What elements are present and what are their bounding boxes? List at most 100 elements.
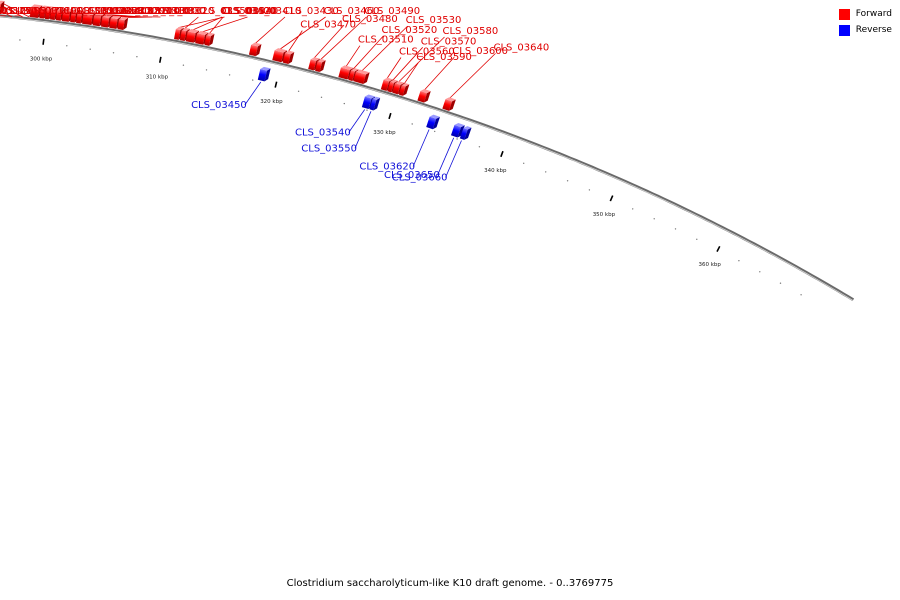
minor-tick [89,48,91,50]
gene-block[interactable] [426,114,440,130]
gene-block[interactable] [353,69,370,85]
leader-line [354,111,372,149]
gene-label[interactable]: CLS_03410 [246,6,302,17]
gene-label[interactable]: CLS_03270 [102,6,158,17]
gene-label[interactable]: CLS_03150 [0,6,38,17]
gene-label[interactable]: CLS_03510 [358,35,414,46]
gene-label[interactable]: CLS_03290 [116,6,172,17]
leader-line [287,30,303,52]
minor-tick [297,90,300,93]
minor-tick [566,180,569,182]
gene-label[interactable]: CLS_03330 [150,6,206,17]
minor-tick [66,45,68,47]
gene-label[interactable]: CLS_03400 [220,6,276,17]
minor-tick [228,74,231,76]
major-tick [388,112,392,120]
gene-block[interactable] [0,0,5,14]
leader-line [449,53,496,99]
gene-label[interactable]: CLS_03590 [416,52,472,63]
tick-label: 330 kbp [373,130,396,136]
gene-block[interactable] [398,82,410,96]
leader-line [208,16,224,34]
gene-block[interactable] [417,88,431,103]
gene-label[interactable]: CLS_03450 [191,100,247,111]
minor-tick [205,69,208,71]
leader-line [445,140,462,178]
gene-label[interactable]: CLS_03570 [421,36,477,47]
gene-label[interactable]: CLS_03300 [142,6,198,17]
gene-label[interactable]: CLS_03350 [196,6,252,17]
gene-label[interactable]: CLS_03180 [21,6,77,17]
gene-label[interactable]: CLS_03650 [384,170,440,181]
leader-line [313,24,345,59]
leader-line [191,16,223,31]
minor-tick [19,39,21,41]
forward-swatch [838,8,850,20]
gene-label[interactable]: CLS_03200 [63,6,119,17]
gene-label[interactable]: CLS_03340 [223,6,279,17]
gene-block[interactable] [459,125,472,141]
gene-label[interactable]: CLS_03280 [124,6,180,17]
gene-label[interactable]: CLS_03640 [494,42,550,53]
gene-block[interactable] [117,16,129,30]
leader-line [0,4,23,18]
gene-label[interactable]: CLS_03120 [0,6,32,17]
gene-block[interactable] [204,32,215,46]
minor-tick [523,162,525,164]
gene-label[interactable]: CLS_03560 [399,47,455,58]
backbone-highlight [0,16,854,301]
gene-label[interactable]: CLS_03420 [221,6,277,17]
gene-label[interactable]: CLS_03600 [452,46,508,57]
gene-block[interactable] [248,42,262,57]
gene-label[interactable]: CLS_03490 [364,6,420,17]
gene-label[interactable]: CLS_03260 [95,6,151,17]
minor-tick [112,52,115,54]
gene-block[interactable] [442,96,456,111]
gene-block[interactable] [369,96,381,111]
reverse-swatch [838,24,850,36]
minor-tick [343,102,345,105]
gene-label[interactable]: CLS_03160 [0,6,51,17]
leader-line [348,109,366,133]
gene-block[interactable] [282,50,295,65]
gene-label[interactable]: CLS_03460 [324,6,380,17]
gene-label[interactable]: CLS_03240 [82,6,138,17]
leader-line [361,25,408,72]
gene-label[interactable]: CLS_03210 [71,6,127,17]
tick-label: 340 kbp [484,168,507,174]
gene-label[interactable]: CLS_03550 [301,143,357,154]
gene-label[interactable]: CLS_03540 [295,128,351,139]
gene-label[interactable]: CLS_03090 [0,6,3,17]
gene-block[interactable] [257,66,271,82]
gene-label[interactable]: CLS_03220 [76,6,132,17]
gene-label[interactable]: CLS_03310 [134,6,190,17]
minor-tick [182,64,185,66]
leader-line [320,16,367,61]
gene-label[interactable]: CLS_03660 [392,173,448,184]
minor-tick [320,96,323,99]
gene-label[interactable]: CLS_03100 [0,6,8,17]
tick-label: 320 kbp [260,99,283,105]
tick-label: 310 kbp [146,75,169,81]
gene-label[interactable]: CLS_03580 [443,26,499,37]
gene-label[interactable]: CLS_03470 [300,20,356,31]
leader-line [114,16,161,18]
leader-line [201,16,248,33]
gene-label[interactable]: CLS_03320 [159,6,215,17]
gene-label[interactable]: CLS_03530 [406,15,462,26]
gene-label[interactable]: CLS_03620 [359,162,415,173]
gene-block[interactable] [450,122,465,138]
minor-tick [653,218,655,220]
gene-label[interactable]: CLS_03480 [342,14,398,25]
minor-tick [136,56,138,58]
gene-label[interactable]: CLS_03250 [88,6,144,17]
gene-label[interactable]: CLS_03170 [10,6,66,17]
gene-label[interactable]: CLS_03520 [382,25,438,36]
gene-block[interactable] [315,58,326,73]
leader-line [392,47,423,81]
gene-label[interactable]: CLS_03190 [27,6,83,17]
leader-line [0,9,13,18]
leader-line [437,137,455,175]
gene-label[interactable]: CLS_03430 [283,6,339,17]
legend-reverse: Reverse [838,22,892,38]
